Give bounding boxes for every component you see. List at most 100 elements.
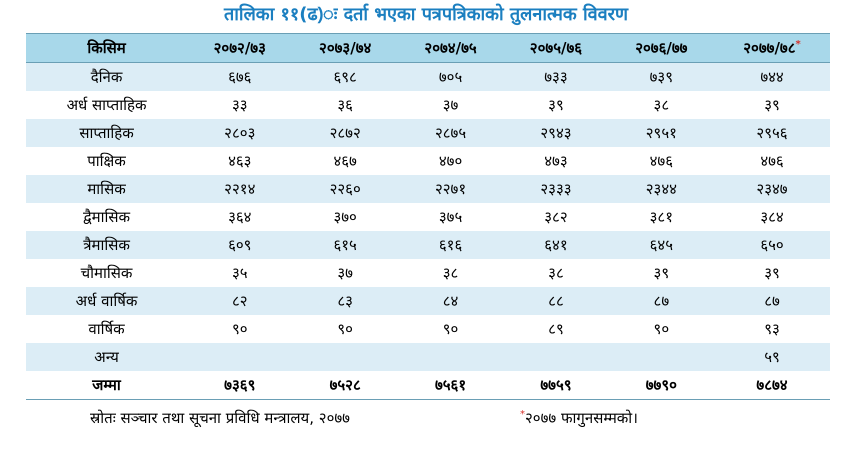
table-title: तालिका ११(ढ)ः दर्ता भएका पत्रपत्रिकाको त… [223, 4, 629, 25]
cell: ३८ [548, 264, 564, 282]
cell: ९० [337, 320, 353, 338]
cell: ८२ [187, 287, 293, 315]
cell: ७०५ [397, 62, 504, 91]
total-cell: ७५६१ [397, 371, 504, 400]
cell: ८४ [397, 287, 504, 315]
cell: ९० [653, 320, 670, 338]
row-label: साप्ताहिक [26, 119, 188, 147]
table-row: पाक्षिक ४६३ ४६७ ४७० ४७३ ४७६ ४७६ [26, 147, 830, 175]
cell: ९० [442, 320, 459, 338]
cell: ३७ [442, 96, 459, 114]
cell: ७३९ [608, 62, 715, 91]
header-text: २०७७/७८ [743, 39, 796, 57]
row-label: अन्य [26, 343, 188, 371]
header-text: २०७६/७७ [635, 39, 688, 57]
cell: ४६७ [333, 152, 357, 170]
total-label: जम्मा [26, 371, 188, 400]
table-row: अन्य ५९ [26, 343, 830, 371]
cell: ३९ [548, 96, 564, 114]
table-row: दैनिक ६७६ ६९८ ७०५ ७३३ ७३९ ७४४ [26, 62, 830, 91]
cell: २२१४ [187, 175, 293, 203]
header-cell: २०७२/७३ [187, 33, 293, 63]
cell: ४७० [438, 152, 463, 170]
cell: ६७६ [187, 62, 293, 91]
header-note-mark: * [795, 39, 801, 50]
table-row: त्रैमासिक ६०९ ६१५ ६१६ ६४१ ६४५ ६५० [26, 231, 830, 259]
header-cell: २०७६/७७ [608, 33, 715, 63]
cell: ३८१ [649, 208, 674, 226]
footer: स्रोतः सञ्चार तथा सूचना प्रविधि मन्त्राल… [90, 408, 830, 428]
table-row: अर्ध वार्षिक ८२ ८३ ८४ ८८ ८७ ८७ [26, 287, 830, 315]
row-label: मासिक [26, 175, 188, 203]
note-text: २०७७ फागुनसम्मको। [525, 409, 638, 427]
header-text: २०७२/७३ [213, 39, 266, 57]
row-label: वार्षिक [88, 320, 125, 338]
cell: ३८ [442, 264, 459, 282]
cell: ६९८ [292, 62, 398, 91]
table-row: चौमासिक ३५ ३७ ३८ ३८ ३९ ३९ [26, 259, 830, 287]
cell: ८८ [503, 287, 609, 315]
cell: २८७५ [397, 119, 504, 147]
note: *२०७७ फागुनसम्मको। [520, 408, 638, 428]
total-cell: ७३६९ [187, 371, 293, 400]
table-row: द्वैमासिक ३६४ ३७० ३७५ ३८२ ३८१ ३८४ [26, 203, 830, 231]
total-cell: ७७९० [608, 371, 715, 400]
cell: २९४३ [503, 119, 609, 147]
cell: ४६३ [228, 152, 252, 170]
cell: ३७ [337, 264, 353, 282]
row-label: अर्ध वार्षिक [26, 287, 188, 315]
table-row: अर्ध साप्ताहिक ३३ ३६ ३७ ३९ ३८ ३९ [26, 91, 830, 119]
empty-cell [397, 343, 504, 371]
cell: २९५६ [714, 119, 830, 147]
header-text: २०७३/७४ [319, 39, 372, 57]
cell: ३९ [653, 264, 670, 282]
cell: ८९ [548, 320, 564, 338]
cell: ९० [231, 320, 248, 338]
row-label: पाक्षिक [87, 152, 126, 170]
note-mark: * [520, 409, 525, 420]
cell: ४७६ [760, 152, 784, 170]
cell: ६५० [714, 231, 830, 259]
header-cell: २०७४/७५ [397, 33, 504, 63]
empty-cell [187, 343, 293, 371]
cell: ८७ [608, 287, 715, 315]
cell: ५९ [714, 343, 830, 371]
comparison-table: किसिम २०७२/७३ २०७३/७४ २०७४/७५ २०७५/७६ २०७६/७७… [26, 33, 830, 400]
cell: ६४१ [503, 231, 609, 259]
empty-cell [503, 343, 609, 371]
empty-cell [608, 343, 715, 371]
cell: ६१६ [397, 231, 504, 259]
cell: ६१५ [292, 231, 398, 259]
cell: ३८४ [760, 208, 784, 226]
cell: ७३३ [503, 62, 609, 91]
total-row: जम्मा ७३६९ ७५२८ ७५६१ ७७५९ ७७९० ७८७४ [26, 371, 830, 400]
total-cell: ७८७४ [714, 371, 830, 400]
row-label: चौमासिक [80, 264, 133, 282]
total-cell: ७५२८ [292, 371, 398, 400]
cell: ३५ [231, 264, 248, 282]
cell: ३८ [653, 96, 670, 114]
cell: ८७ [714, 287, 830, 315]
empty-cell [292, 343, 398, 371]
row-label: अर्ध साप्ताहिक [66, 96, 147, 114]
header-cell: २०७५/७६ [503, 33, 609, 63]
cell: २८७२ [292, 119, 398, 147]
table-row: मासिक २२१४ २२६० २२७१ २३३३ २३४४ २३४७ [26, 175, 830, 203]
cell: ८३ [292, 287, 398, 315]
source: स्रोतः सञ्चार तथा सूचना प्रविधि मन्त्राल… [90, 409, 350, 427]
row-label: त्रैमासिक [26, 231, 188, 259]
cell: २३४७ [714, 175, 830, 203]
table-row: वार्षिक ९० ९० ९० ८९ ९० ९३ [26, 315, 830, 343]
header-text: किसिम [87, 39, 126, 57]
header-cell: २०७७/७८* [714, 33, 830, 63]
cell: ३६ [337, 96, 353, 114]
cell: ९३ [764, 320, 780, 338]
cell: २८०३ [187, 119, 293, 147]
cell: २९५१ [608, 119, 715, 147]
cell: ३३ [231, 96, 248, 114]
cell: ४७३ [544, 152, 568, 170]
header-cell: किसिम [26, 33, 188, 63]
cell: ३९ [764, 96, 780, 114]
cell: ६०९ [187, 231, 293, 259]
cell: २२६० [292, 175, 398, 203]
